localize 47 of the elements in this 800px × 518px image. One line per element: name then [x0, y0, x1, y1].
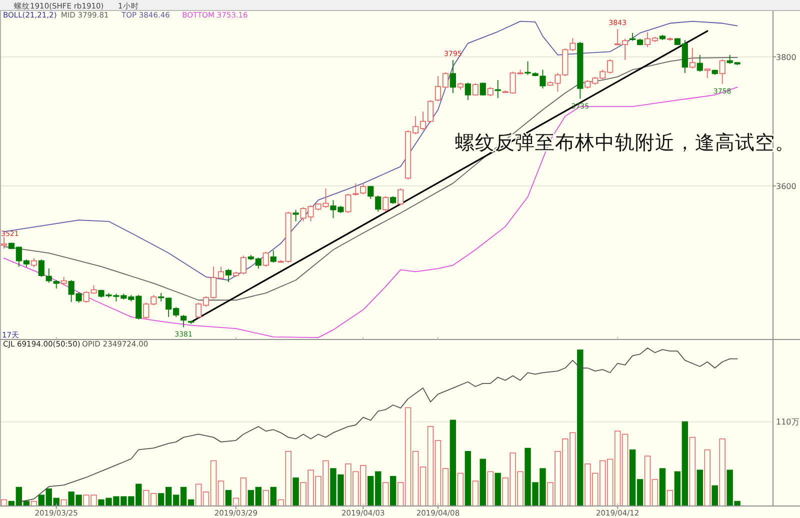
bar	[450, 420, 456, 506]
bar	[689, 436, 696, 506]
candlestick	[494, 80, 501, 99]
candlestick	[689, 47, 696, 69]
y-tick-label: 3600	[776, 182, 796, 191]
candlestick	[368, 185, 374, 200]
bar	[577, 350, 584, 506]
bar	[494, 472, 501, 506]
bar	[225, 490, 232, 506]
candlestick	[719, 58, 726, 84]
candlestick	[225, 268, 232, 283]
candlestick	[0, 236, 8, 249]
candlestick	[450, 60, 456, 94]
ref-line-label: 110万	[776, 418, 800, 427]
candlestick	[696, 54, 703, 72]
bar	[480, 458, 486, 506]
bar	[270, 486, 276, 506]
candlestick	[270, 250, 276, 264]
candlestick	[398, 188, 404, 206]
bar	[704, 449, 710, 506]
bar	[719, 438, 726, 506]
bar	[382, 482, 389, 506]
bar	[464, 450, 472, 506]
candlestick	[464, 82, 471, 101]
candlestick	[375, 195, 382, 212]
candlestick	[262, 251, 269, 268]
bar	[457, 472, 464, 506]
candlestick	[38, 259, 44, 278]
bar	[696, 470, 703, 506]
bar	[472, 480, 478, 506]
bar	[390, 476, 396, 506]
candlestick	[480, 82, 486, 96]
bar	[60, 499, 67, 506]
bar	[666, 490, 674, 506]
bar	[262, 490, 269, 506]
candlestick	[487, 86, 494, 97]
bar	[487, 471, 494, 506]
candlestick	[30, 258, 37, 268]
candlestick	[292, 209, 299, 222]
bar	[712, 485, 718, 506]
y-tick-label: 3800	[776, 52, 796, 62]
candlestick	[472, 82, 478, 96]
bar	[292, 478, 299, 506]
bar	[659, 468, 666, 506]
candlestick	[180, 314, 187, 328]
candlestick	[382, 196, 389, 212]
candlestick	[46, 268, 52, 284]
